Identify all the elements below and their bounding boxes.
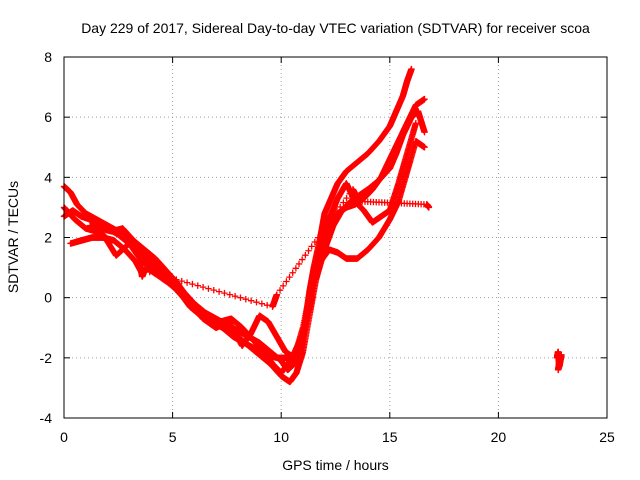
data-point [253,298,260,306]
y-axis-label: SDTVAR / TECUs [5,181,21,293]
y-tick-label: 4 [44,169,52,185]
data-point [210,286,217,294]
x-axis-label: GPS time / hours [282,457,389,473]
y-tick-label: 8 [44,49,52,65]
data-point [421,129,428,136]
x-tick-label: 0 [60,429,68,445]
series-late-cluster [553,348,565,374]
data-point [194,282,201,289]
data-point [221,289,228,297]
data-points [60,65,565,386]
data-point [276,287,284,294]
x-tick-label: 10 [273,429,289,445]
data-point [247,297,255,304]
y-tick-label: -4 [40,410,53,426]
y-tick-label: -2 [40,350,53,366]
data-point [263,301,271,309]
data-point [189,280,196,288]
data-point [302,251,309,259]
data-point [298,256,306,263]
grid-lines [64,57,607,418]
y-tick-label: 6 [44,109,52,125]
data-point [289,269,296,276]
x-tick-label: 5 [169,429,177,445]
data-point [305,247,312,254]
data-point [283,278,290,285]
data-point [292,265,300,272]
data-point [183,279,191,286]
data-point [258,300,266,307]
data-point [215,288,223,295]
data-point [205,285,212,292]
data-point [286,273,293,281]
data-point [237,294,244,301]
x-tick-label: 25 [599,429,615,445]
data-point [199,283,207,291]
y-tick-label: 0 [44,290,52,306]
data-point [308,243,315,250]
data-point [408,65,415,73]
x-tick-label: 20 [491,429,507,445]
data-point [231,292,239,300]
x-tick-label: 15 [382,429,398,445]
chart-title: Day 229 of 2017, Sidereal Day-to-day VTE… [81,20,590,36]
plot-frame [63,56,608,419]
data-point [421,144,428,151]
y-tick-label: 2 [44,230,52,246]
data-point [226,291,233,298]
data-point [242,295,250,303]
data-point [279,282,287,290]
data-point [295,260,303,268]
